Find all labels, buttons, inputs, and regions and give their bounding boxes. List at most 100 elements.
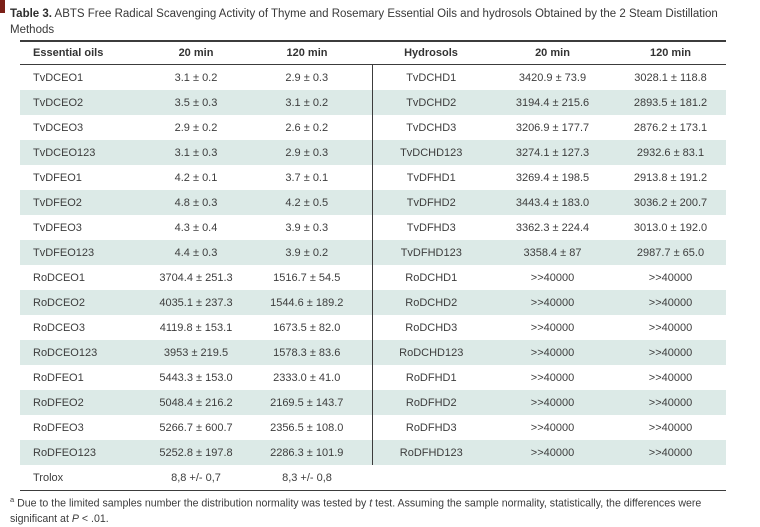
- table-caption-text: ABTS Free Radical Scavenging Activity of…: [10, 8, 718, 37]
- hydrosol-name: RoDCHD1: [405, 271, 458, 284]
- eo-120min-value: 1673.5 ± 82.0: [242, 315, 373, 340]
- eo-20min-value: 5048.4 ± 216.2: [159, 396, 233, 409]
- hd-20min-value: >>40000: [530, 371, 575, 384]
- table-footnote: a Due to the limited samples number the …: [10, 494, 750, 527]
- table-row: Trolox 8,8 +/- 0,7 8,3 +/- 0,8: [20, 465, 726, 491]
- eo-120min-value: 1544.6 ± 189.2: [242, 290, 373, 315]
- hd-120min-value: >>40000: [648, 271, 693, 284]
- table-row: RoDCEO1 3704.4 ± 251.3 1516.7 ± 54.5 RoDCHD…: [20, 265, 726, 290]
- hd-120min-value: 2932.6 ± 83.1: [636, 146, 705, 159]
- eo-120min-value: 4.2 ± 0.5: [242, 190, 373, 215]
- results-table: Essential oils 20 min 120 min Hydrosols …: [20, 40, 726, 491]
- essential-oil-name: TvDCEO2: [33, 96, 84, 109]
- hydrosol-name: TvDCHD123: [400, 146, 463, 159]
- hd-120min-value: >>40000: [648, 321, 693, 334]
- table-row: TvDCEO2 3.5 ± 0.3 3.1 ± 0.2 TvDCHD2 3194.4 ±…: [20, 90, 726, 115]
- table-row: RoDFEO1 5443.3 ± 153.0 2333.0 ± 41.0 RoDFHD…: [20, 365, 726, 390]
- hd-20min-value: 3362.3 ± 224.4: [515, 221, 590, 234]
- hydrosol-name: RoDFHD3: [405, 421, 457, 434]
- hd-20min-value: 3269.4 ± 198.5: [515, 171, 590, 184]
- footnote-italic-p: P: [71, 513, 79, 526]
- eo-120min-value: 2.6 ± 0.2: [242, 115, 373, 140]
- hd-20min-value: >>40000: [530, 321, 575, 334]
- table-header-row: Essential oils 20 min 120 min Hydrosols …: [20, 40, 726, 65]
- essential-oil-name: TvDFEO3: [33, 221, 82, 234]
- hd-20min-value: >>40000: [530, 296, 575, 309]
- hd-20min-value: 3358.4 ± 87: [523, 246, 582, 259]
- eo-20min-value: 2.9 ± 0.2: [174, 121, 218, 134]
- essential-oil-name: RoDFEO123: [33, 446, 96, 459]
- hd-120min-value: 3036.2 ± 200.7: [633, 196, 708, 209]
- essential-oil-name: RoDCEO1: [33, 271, 85, 284]
- eo-20min-value: 4.3 ± 0.4: [174, 221, 218, 234]
- hd-120min-value: 2893.5 ± 181.2: [633, 96, 708, 109]
- eo-20min-value: 5266.7 ± 600.7: [159, 421, 233, 434]
- table-caption: Table 3. ABTS Free Radical Scavenging Ac…: [10, 6, 748, 39]
- hydrosol-name: TvDFHD2: [406, 196, 456, 209]
- hd-120min-value: 2876.2 ± 173.1: [633, 121, 708, 134]
- footnote-italic-t: t: [369, 497, 373, 510]
- eo-20min-value: 5443.3 ± 153.0: [159, 371, 233, 384]
- hd-120min-value: >>40000: [648, 396, 693, 409]
- hd-20min-value: >>40000: [530, 446, 575, 459]
- eo-120min-value: 2333.0 ± 41.0: [242, 365, 373, 390]
- eo-20min-value: 3.1 ± 0.3: [174, 146, 218, 159]
- table-row: TvDCEO1 3.1 ± 0.2 2.9 ± 0.3 TvDCHD1 3420.9 ±…: [20, 64, 726, 90]
- table-row: RoDFEO3 5266.7 ± 600.7 2356.5 ± 108.0 RoDFH…: [20, 415, 726, 440]
- hydrosol-name: TvDFHD3: [406, 221, 456, 234]
- hd-120min-value: 3013.0 ± 192.0: [633, 221, 708, 234]
- hd-120min-value: >>40000: [648, 446, 693, 459]
- hydrosol-name: TvDFHD123: [400, 246, 462, 259]
- hd-120min-value: 3028.1 ± 118.8: [634, 71, 707, 84]
- hd-20min-value: 3206.9 ± 177.7: [515, 121, 590, 134]
- footnote-text: < .01.: [78, 513, 109, 526]
- table-row: RoDCEO123 3953 ± 219.5 1578.3 ± 83.6 RoDCHD…: [20, 340, 726, 365]
- essential-oil-name: TvDFEO1: [33, 171, 82, 184]
- hydrosol-name: RoDFHD123: [399, 446, 463, 459]
- footnote-text: Due to the limited samples number the di…: [14, 497, 370, 510]
- eo-120min-value: 2.9 ± 0.3: [242, 140, 373, 165]
- hd-20min-value: >>40000: [530, 421, 575, 434]
- hd-120min-value: 2987.7 ± 65.0: [636, 246, 705, 259]
- eo-120min-value: 8,3 +/- 0,8: [242, 465, 372, 491]
- hydrosol-name: TvDCHD1: [406, 71, 457, 84]
- essential-oil-name: RoDCEO123: [33, 346, 98, 359]
- essential-oil-name: RoDCEO3: [33, 321, 85, 334]
- table-row: RoDCEO2 4035.1 ± 237.3 1544.6 ± 189.2 RoDCH…: [20, 290, 726, 315]
- table-row: TvDFEO1 4.2 ± 0.1 3.7 ± 0.1 TvDFHD1 3269.4 ±…: [20, 165, 726, 190]
- hd-120min-value: >>40000: [648, 296, 693, 309]
- hd-20min-value: [490, 465, 615, 491]
- hydrosol-name: RoDFHD1: [405, 371, 457, 384]
- eo-120min-value: 2.9 ± 0.3: [242, 64, 373, 90]
- col-header-hd-20min: 20 min: [490, 40, 615, 65]
- table-row: TvDCEO123 3.1 ± 0.3 2.9 ± 0.3 TvDCHD123 3274…: [20, 140, 726, 165]
- hydrosol-name: RoDFHD2: [405, 396, 457, 409]
- table-row: RoDCEO3 4119.8 ± 153.1 1673.5 ± 82.0 RoDCHD…: [20, 315, 726, 340]
- eo-20min-value: 4119.8 ± 153.1: [159, 321, 233, 334]
- hd-120min-value: >>40000: [648, 371, 693, 384]
- hydrosol-name: RoDCHD2: [405, 296, 458, 309]
- col-header-hydrosols: Hydrosols: [372, 40, 490, 65]
- hd-120min-value: >>40000: [648, 421, 693, 434]
- col-header-eo-20min: 20 min: [150, 40, 242, 65]
- hd-20min-value: 3420.9 ± 73.9: [518, 71, 587, 84]
- hd-120min-value: 2913.8 ± 191.2: [633, 171, 708, 184]
- eo-20min-value: 4.2 ± 0.1: [174, 171, 218, 184]
- hd-20min-value: 3274.1 ± 127.3: [515, 146, 590, 159]
- table-row: TvDFEO123 4.4 ± 0.3 3.9 ± 0.2 TvDFHD123 3358…: [20, 240, 726, 265]
- col-header-hd-120min: 120 min: [615, 40, 726, 65]
- table-row: TvDFEO2 4.8 ± 0.3 4.2 ± 0.5 TvDFHD2 3443.4 ±…: [20, 190, 726, 215]
- eo-120min-value: 2356.5 ± 108.0: [242, 415, 373, 440]
- essential-oil-name: RoDFEO2: [33, 396, 84, 409]
- col-header-eo-120min: 120 min: [242, 40, 372, 65]
- hydrosol-name: TvDFHD1: [406, 171, 456, 184]
- table-body: TvDCEO1 3.1 ± 0.2 2.9 ± 0.3 TvDCHD1 3420.9 ±…: [20, 64, 726, 491]
- eo-120min-value: 3.1 ± 0.2: [242, 90, 373, 115]
- table-row: TvDCEO3 2.9 ± 0.2 2.6 ± 0.2 TvDCHD3 3206.9 ±…: [20, 115, 726, 140]
- eo-120min-value: 2169.5 ± 143.7: [242, 390, 373, 415]
- hydrosol-name: RoDCHD123: [399, 346, 464, 359]
- eo-120min-value: 3.7 ± 0.1: [242, 165, 373, 190]
- eo-120min-value: 3.9 ± 0.3: [242, 215, 373, 240]
- essential-oil-name: TvDCEO1: [33, 71, 84, 84]
